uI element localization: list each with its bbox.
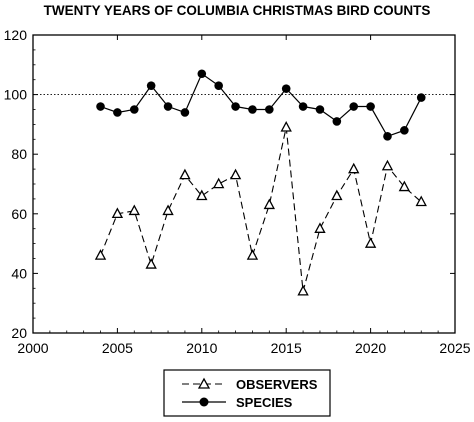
- y-tick-label: 120: [4, 27, 28, 43]
- plot-area-frame: [32, 34, 456, 334]
- observers-point: [398, 180, 411, 192]
- observers-point: [212, 177, 225, 189]
- legend-observers-marker: [197, 377, 211, 389]
- species-point: [180, 108, 190, 117]
- observers-point: [162, 204, 174, 216]
- species-point: [416, 93, 426, 102]
- observers-point: [415, 195, 427, 207]
- species-point: [265, 105, 274, 114]
- observers-point: [196, 189, 208, 201]
- observers-point: [179, 168, 191, 180]
- observers-point: [280, 121, 292, 132]
- y-tick-label: 80: [11, 146, 27, 162]
- x-tick-label: 2025: [439, 340, 470, 356]
- species-point: [96, 102, 105, 111]
- axis-ticks: 2000 2005 2010 2015 2020 2025 20 40 60 80 100 120: [4, 27, 471, 356]
- x-tick-label: 2000: [17, 340, 48, 356]
- species-point: [366, 102, 375, 111]
- observers-point: [331, 189, 343, 201]
- species-point: [332, 117, 342, 126]
- species-point: [163, 102, 173, 111]
- species-point: [298, 102, 308, 111]
- legend-species-label: SPECIES: [236, 395, 293, 410]
- observers-point: [364, 237, 377, 248]
- observers-point: [348, 162, 360, 174]
- y-tick-label: 60: [11, 206, 27, 222]
- species-point: [248, 105, 257, 114]
- species-point: [383, 132, 392, 141]
- y-tick-label: 40: [11, 265, 27, 281]
- observers-point: [229, 168, 242, 180]
- chart-title: TWENTY YEARS OF COLUMBIA CHRISTMAS BIRD …: [43, 3, 431, 18]
- observers-line: [100, 127, 422, 292]
- legend-species-marker: [199, 397, 209, 407]
- species-point: [281, 84, 291, 93]
- species-point: [146, 81, 156, 90]
- species-point: [315, 105, 325, 114]
- legend-observers-label: OBSERVERS: [236, 377, 318, 392]
- x-tick-label: 2015: [271, 340, 302, 356]
- species-point: [349, 102, 359, 111]
- x-tick-label: 2005: [102, 340, 133, 356]
- series-species: [96, 69, 426, 141]
- observers-point: [246, 249, 259, 260]
- species-point: [400, 126, 409, 135]
- legend: OBSERVERS SPECIES: [163, 369, 331, 417]
- observers-point: [263, 198, 276, 210]
- species-point: [214, 81, 223, 90]
- species-point: [231, 102, 240, 111]
- series-observers: [94, 121, 427, 296]
- y-tick-label: 100: [4, 87, 28, 103]
- species-point: [197, 69, 207, 79]
- legend-box: [163, 369, 331, 417]
- observers-point: [94, 249, 107, 260]
- observers-point: [145, 258, 157, 269]
- observers-point: [381, 159, 394, 171]
- x-tick-label: 2020: [355, 340, 386, 356]
- species-point: [113, 108, 122, 117]
- y-tick-label: 20: [11, 325, 27, 341]
- species-point: [129, 105, 139, 114]
- x-tick-label: 2010: [186, 340, 217, 356]
- observers-point: [128, 204, 140, 216]
- observers-point: [297, 284, 309, 296]
- observers-point: [111, 207, 124, 219]
- observers-point: [314, 222, 326, 233]
